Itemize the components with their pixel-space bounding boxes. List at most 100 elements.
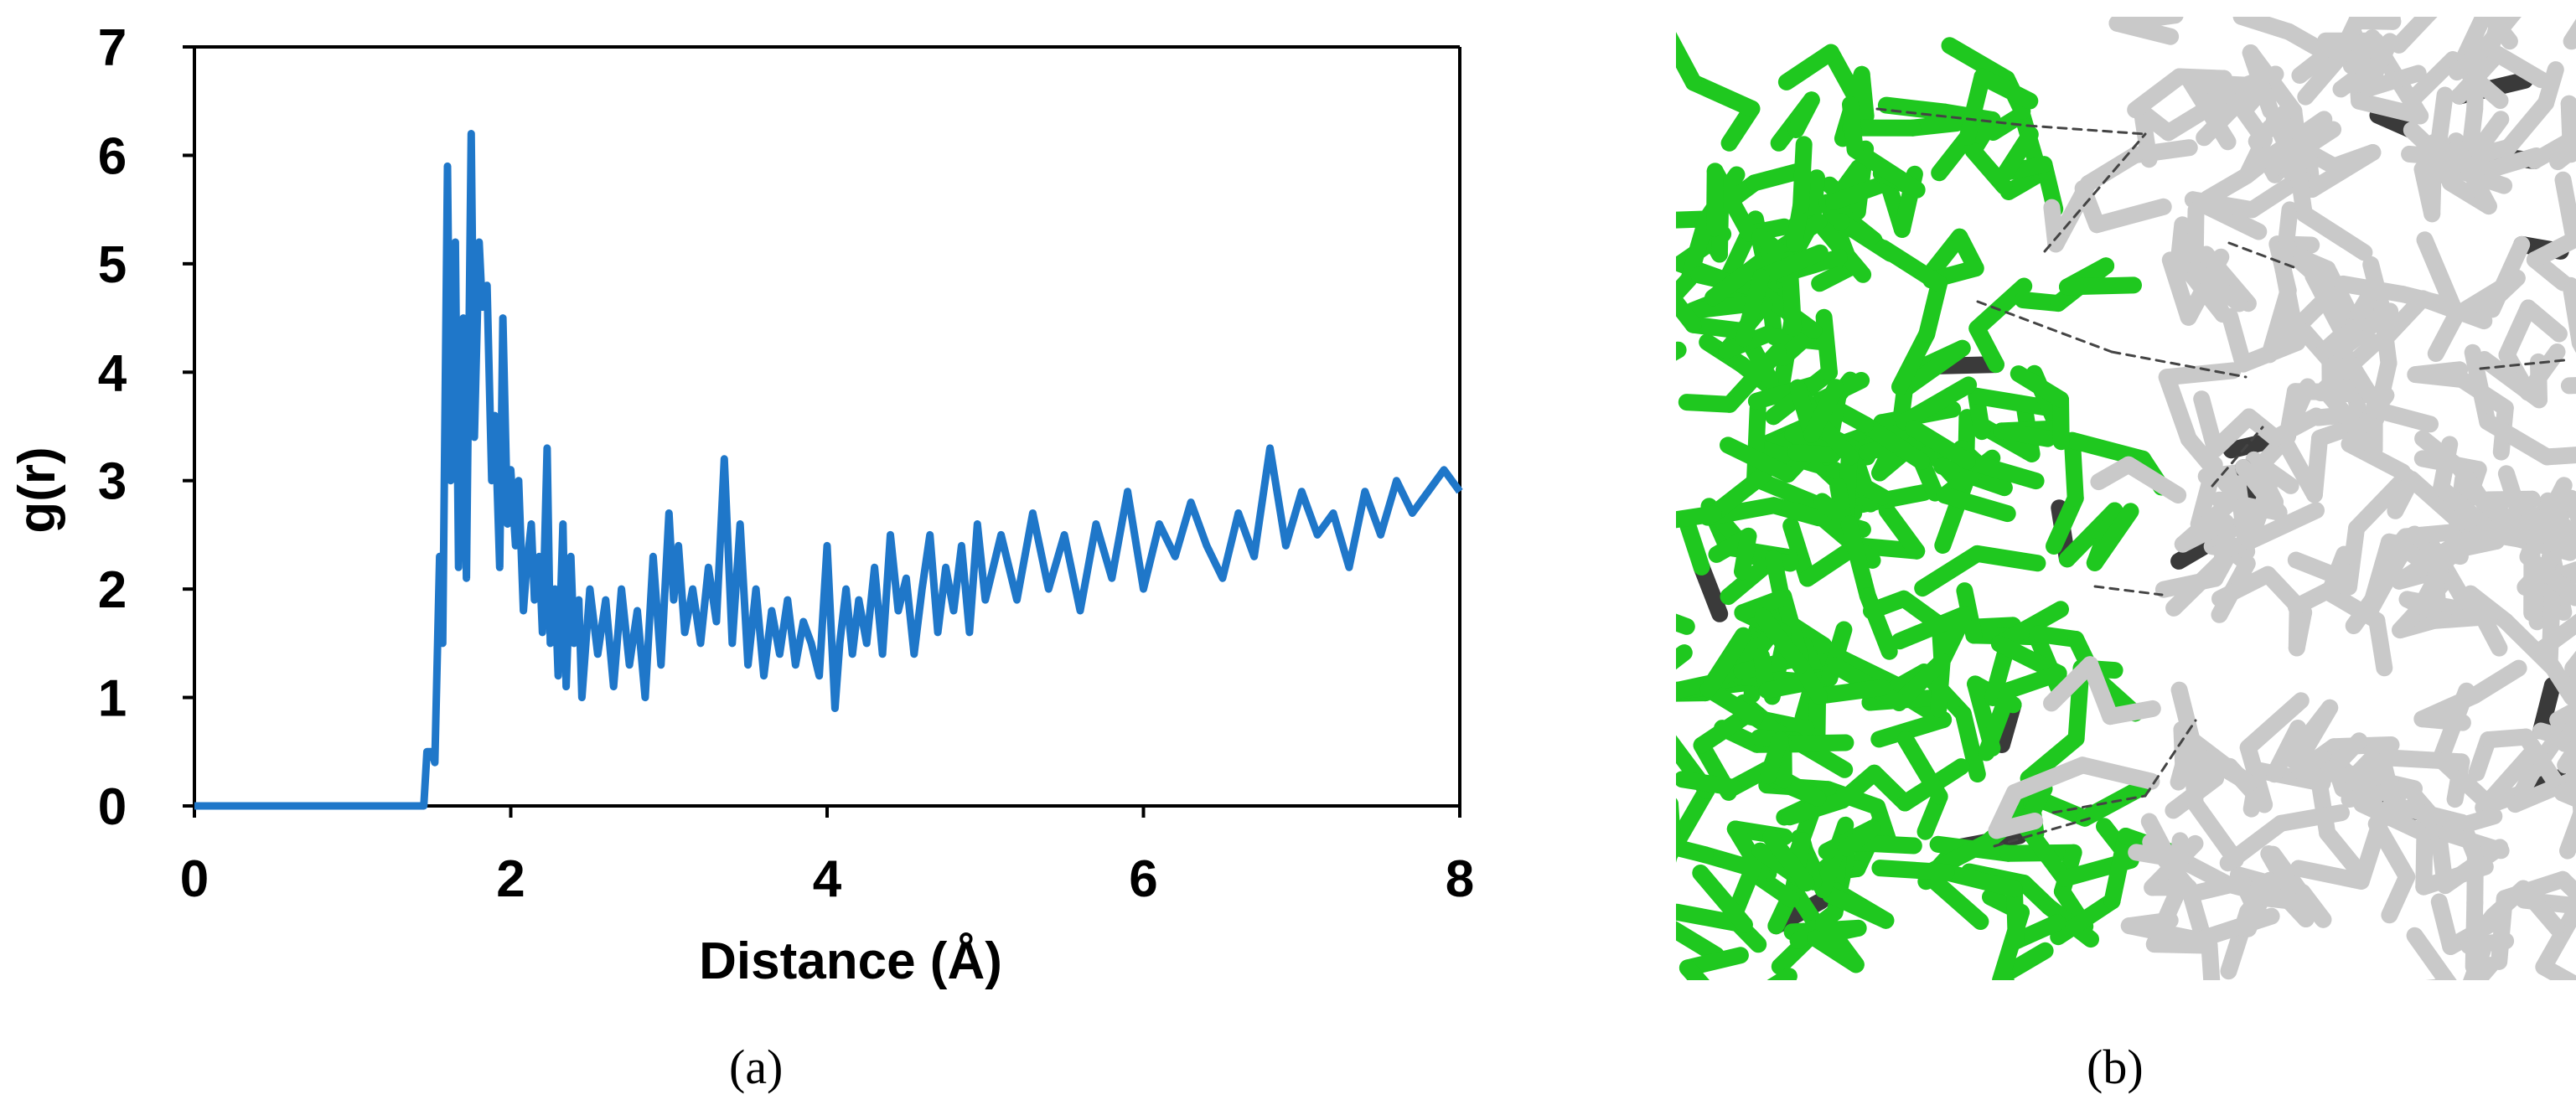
bond-stick	[2180, 431, 2244, 504]
hydrogen-bond	[2051, 794, 2147, 814]
y-tick-label: 6	[98, 127, 127, 185]
bond-stick	[2524, 1, 2576, 8]
bond-stick	[1877, 96, 1953, 121]
bond-stick	[2074, 756, 2160, 790]
bond-stick	[2538, 447, 2576, 466]
bond-stick	[1693, 707, 1755, 754]
bond-stick	[1754, 607, 1809, 674]
y-axis-ticks: 0 1 2 3 4 5 6 7	[98, 19, 194, 836]
bond-stick	[2184, 191, 2261, 219]
bond-stick	[2563, 489, 2576, 535]
bond-stick	[2425, 977, 2457, 980]
bond-stick	[2466, 957, 2500, 980]
y-tick-label: 1	[98, 670, 127, 728]
bond-stick	[1990, 601, 2069, 653]
bond-stick	[2005, 756, 2092, 801]
bond-stick	[2535, 958, 2576, 980]
bond-stick	[2554, 171, 2576, 249]
bond-stick	[2201, 937, 2221, 980]
bond-stick	[1637, 324, 1648, 388]
bond-stick	[2170, 216, 2191, 267]
bond-stick	[2563, 18, 2576, 50]
bond-stick	[1837, 819, 1881, 857]
bond-stick	[1917, 865, 1989, 930]
bond-stick	[2480, 490, 2541, 509]
bond-stick	[1787, 91, 1820, 138]
bond-stick	[1958, 68, 1991, 146]
bond-stick	[2241, 502, 2325, 550]
y-tick-label: 2	[98, 561, 127, 619]
bond-stick	[1905, 420, 1976, 470]
x-tick-label: 2	[496, 850, 525, 908]
bond-stick	[2403, 471, 2469, 531]
bond-stick	[2001, 664, 2067, 699]
bond-stick	[1857, 416, 1931, 470]
bond-stick	[2165, 552, 2231, 617]
bond-stick	[2560, 377, 2576, 395]
gr-chart: 0 1 2 3 4 5 6 7 0 2 4 6 8 Distance (Å) g(r)	[8, 19, 1474, 990]
bond-stick	[2425, 533, 2505, 563]
bond-stick	[2406, 927, 2457, 980]
x-tick-label: 6	[1129, 850, 1157, 908]
bond-stick	[2489, 45, 2550, 89]
bond-stick	[2466, 53, 2485, 118]
bond-stick	[1680, 209, 1715, 288]
bond-stick	[2369, 401, 2439, 433]
bond-stick	[1997, 126, 2039, 181]
y-tick-label: 7	[98, 19, 127, 77]
bond-stick	[1678, 394, 1739, 413]
bond-stick	[1941, 37, 2015, 87]
bond-stick	[1968, 545, 2046, 572]
bond-stick	[1752, 244, 1829, 286]
bond-stick	[2282, 699, 2339, 767]
bond-stick	[2086, 503, 2139, 571]
green-molecule	[1606, 32, 2186, 980]
bond-stick	[1777, 44, 1839, 90]
bond-stick	[1870, 711, 1953, 748]
hydrogen-bond	[1875, 107, 2030, 127]
bond-stick	[2519, 548, 2576, 607]
bond-stick	[2211, 565, 2277, 607]
bond-stick	[1933, 606, 1973, 670]
bond-stick	[1676, 921, 1725, 963]
bond-stick	[2287, 551, 2356, 589]
bond-stick	[2394, 286, 2462, 316]
bond-stick	[1815, 308, 1838, 381]
bond-stick	[1606, 243, 1653, 274]
bond-stick	[2557, 733, 2576, 774]
bond-stick	[2415, 804, 2434, 896]
bond-stick	[1842, 96, 1864, 158]
bond-stick	[2289, 860, 2370, 890]
bond-stick	[2562, 276, 2576, 350]
x-axis-ticks: 0 2 4 6 8	[180, 806, 1474, 908]
bond-stick	[1964, 142, 2013, 195]
bond-stick	[2437, 560, 2482, 625]
bond-stick	[2430, 893, 2460, 955]
bond-stick	[1875, 240, 1948, 292]
bond-stick	[2334, 275, 2412, 303]
bond-stick	[2408, 51, 2461, 105]
bond-stick	[1676, 849, 1679, 863]
bond-stick	[2279, 378, 2316, 438]
bond-stick	[2063, 431, 2152, 467]
bond-stick	[1676, 782, 1715, 860]
x-tick-label: 8	[1446, 850, 1474, 908]
bond-stick	[1676, 288, 1702, 333]
x-axis-title: Distance (Å)	[699, 932, 1002, 990]
bond-stick	[2059, 276, 2142, 296]
bond-stick	[2520, 299, 2568, 343]
bond-stick	[1878, 502, 1926, 560]
bond-stick	[2272, 804, 2350, 832]
bond-stick	[2185, 873, 2252, 902]
bond-stick	[1787, 444, 1841, 463]
bond-stick	[2232, 17, 2256, 25]
y-axis-title: g(r)	[8, 447, 66, 533]
bond-stick	[2214, 1016, 2273, 1019]
gray-molecule	[1988, 1, 2576, 1019]
bond-stick	[2046, 489, 2084, 555]
bond-stick	[2074, 180, 2106, 234]
bond-stick	[2274, 261, 2306, 351]
bond-stick	[2368, 612, 2393, 677]
bond-stick	[2180, 879, 2212, 947]
bond-stick	[2341, 436, 2411, 481]
